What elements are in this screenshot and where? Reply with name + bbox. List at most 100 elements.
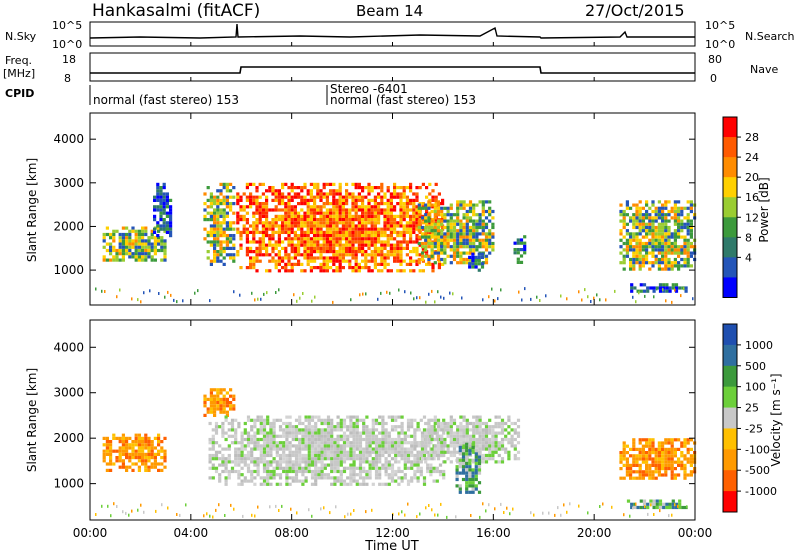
power-cell <box>645 209 649 214</box>
power-cell <box>219 243 223 247</box>
power-cell <box>380 189 384 193</box>
velocity-cell <box>278 428 283 432</box>
power-cell <box>115 255 119 259</box>
power-noise-cell <box>404 290 406 294</box>
power-cell <box>519 248 524 252</box>
power-cell <box>619 238 623 242</box>
velocity-cell <box>272 421 276 426</box>
power-cell <box>665 283 669 287</box>
velocity-cell <box>339 460 343 464</box>
power-cell <box>338 205 342 209</box>
power-cell <box>689 206 693 210</box>
velocity-cell <box>237 453 241 458</box>
power-cell <box>165 224 169 228</box>
velocity-cell <box>670 441 674 445</box>
velocity-cell <box>131 462 135 466</box>
power-cell <box>434 182 438 186</box>
velocity-cell <box>310 476 315 480</box>
velocity-cell <box>294 473 299 477</box>
power-cell <box>268 208 272 212</box>
power-cell <box>361 224 365 228</box>
power-cell <box>373 214 377 218</box>
velocity-cell <box>500 437 505 442</box>
power-cell <box>118 239 122 243</box>
velocity-cell <box>349 447 353 451</box>
power-cell <box>418 243 422 247</box>
power-cell <box>271 198 275 202</box>
velocity-cell <box>234 441 238 445</box>
velocity-cell <box>214 428 219 432</box>
power-cell <box>225 234 229 238</box>
power-cell <box>370 218 374 222</box>
velocity-cell <box>390 473 395 477</box>
velocity-cell <box>355 437 359 442</box>
velocity-cell <box>336 479 340 483</box>
velocity-cell <box>237 441 241 445</box>
power-cell <box>329 250 333 254</box>
power-cell <box>393 259 397 263</box>
power-cell <box>622 267 626 271</box>
power-cell <box>661 238 665 242</box>
velocity-cell <box>216 391 220 395</box>
power-cell <box>377 211 381 215</box>
velocity-cell <box>400 469 404 474</box>
power-cell <box>683 222 687 226</box>
velocity-cell <box>661 467 665 471</box>
power-cell <box>206 211 210 215</box>
velocity-cell <box>497 447 501 451</box>
power-cell <box>300 240 304 244</box>
velocity-cell <box>433 428 437 432</box>
power-cell <box>225 240 229 244</box>
power-cell <box>686 264 690 268</box>
power-cell <box>361 205 365 209</box>
velocity-cell <box>413 418 417 422</box>
power-cell <box>300 237 304 241</box>
power-cell <box>462 251 466 255</box>
velocity-cell <box>352 469 356 474</box>
power-cell <box>105 242 109 246</box>
velocity-cell <box>475 444 479 448</box>
power-cell <box>159 198 163 202</box>
velocity-cell <box>310 457 315 461</box>
power-cell <box>648 219 652 223</box>
power-cell <box>441 214 445 218</box>
velocity-cell <box>477 461 482 466</box>
power-cell <box>137 242 141 246</box>
velocity-cell <box>339 425 343 429</box>
power-cell <box>370 240 374 244</box>
velocity-cell <box>352 460 356 464</box>
velocity-cell <box>253 447 257 451</box>
power-cell <box>651 251 655 255</box>
velocity-cell <box>250 428 254 432</box>
power-cell <box>335 224 339 228</box>
power-cell <box>380 227 384 231</box>
power-cell <box>481 222 485 226</box>
velocity-cell <box>278 473 283 477</box>
power-cell <box>309 192 313 196</box>
power-cell <box>619 213 623 217</box>
velocity-cell <box>144 446 148 450</box>
velocity-cell <box>670 467 674 471</box>
power-cell <box>468 251 473 255</box>
velocity-noise-cell <box>95 513 97 516</box>
velocity-cell <box>125 468 129 472</box>
velocity-cell <box>157 443 161 447</box>
power-cell <box>297 195 301 199</box>
power-cell <box>481 245 485 249</box>
velocity-cell <box>342 466 347 470</box>
power-cell <box>163 242 167 246</box>
velocity-cell <box>163 456 167 460</box>
power-cell <box>478 241 482 246</box>
velocity-cell <box>352 428 356 432</box>
velocity-cell <box>291 425 295 429</box>
power-cell <box>625 238 629 242</box>
power-cell <box>316 234 320 238</box>
power-cell <box>383 240 387 244</box>
power-cell <box>689 203 693 207</box>
power-cell <box>657 206 661 210</box>
power-cell <box>396 195 400 199</box>
velocity-cell <box>298 453 302 458</box>
velocity-cell <box>374 466 379 470</box>
velocity-cell <box>455 468 459 472</box>
